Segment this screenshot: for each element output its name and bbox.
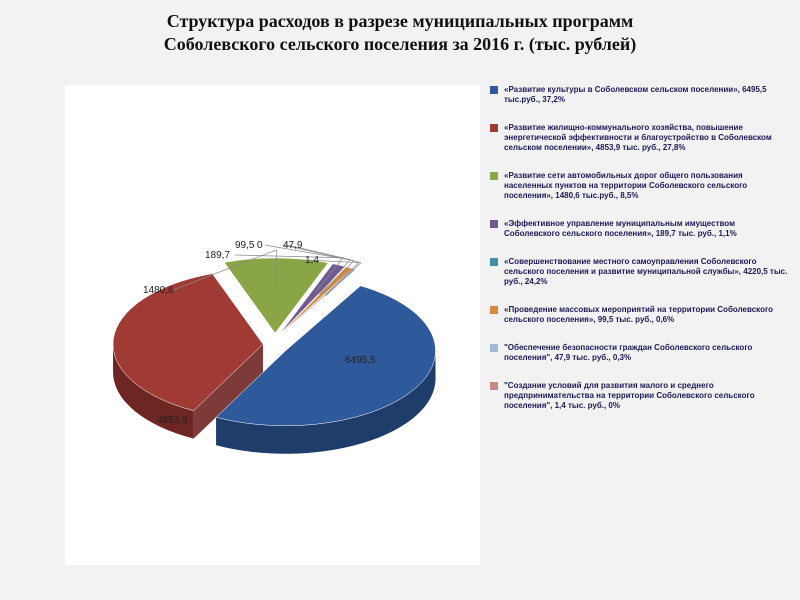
chart-title: Структура расходов в разрезе муниципальн… xyxy=(0,0,800,55)
data-label: 99,5 xyxy=(235,240,254,251)
legend-label: «Эффективное управление муниципальным им… xyxy=(504,219,790,239)
legend-label: "Создание условий для развития малого и … xyxy=(504,381,790,411)
data-label: 0 xyxy=(257,240,263,251)
legend-label: «Развитие жилищно-коммунального хозяйств… xyxy=(504,123,790,153)
legend-item: «Развитие культуры в Соболевском сельско… xyxy=(490,85,790,105)
data-label: 47,9 xyxy=(283,240,302,251)
legend-swatch xyxy=(490,344,498,352)
legend-swatch xyxy=(490,382,498,390)
title-line-2: Соболевского сельского поселения за 2016… xyxy=(164,34,637,54)
data-label: 1,4 xyxy=(305,255,319,266)
data-label: 6495,5 xyxy=(345,355,376,366)
data-label: 189,7 xyxy=(205,250,230,261)
legend-item: "Создание условий для развития малого и … xyxy=(490,381,790,411)
legend-swatch xyxy=(490,258,498,266)
legend-item: «Совершенствование местного самоуправлен… xyxy=(490,257,790,287)
data-label: 4853,9 xyxy=(157,415,188,426)
legend-item: "Обеспечение безопасности граждан Соболе… xyxy=(490,343,790,363)
legend-item: «Развитие сети автомобильных дорог общег… xyxy=(490,171,790,201)
legend-swatch xyxy=(490,172,498,180)
legend-swatch xyxy=(490,86,498,94)
legend-swatch xyxy=(490,220,498,228)
legend-label: «Развитие культуры в Соболевском сельско… xyxy=(504,85,790,105)
chart-area: 6495,5 4853,9 1480,6 189,7 099,5 47,91,4 xyxy=(65,85,480,565)
legend-label: «Проведение массовых мероприятий на терр… xyxy=(504,305,790,325)
legend-item: «Проведение массовых мероприятий на терр… xyxy=(490,305,790,325)
legend-label: «Совершенствование местного самоуправлен… xyxy=(504,257,790,287)
legend-item: «Развитие жилищно-коммунального хозяйств… xyxy=(490,123,790,153)
pie-3d-chart xyxy=(65,85,480,565)
legend-label: "Обеспечение безопасности граждан Соболе… xyxy=(504,343,790,363)
legend-swatch xyxy=(490,124,498,132)
legend-item: «Эффективное управление муниципальным им… xyxy=(490,219,790,239)
data-label: 1480,6 xyxy=(143,285,174,296)
legend-label: «Развитие сети автомобильных дорог общег… xyxy=(504,171,790,201)
title-line-1: Структура расходов в разрезе муниципальн… xyxy=(167,11,634,31)
legend-swatch xyxy=(490,306,498,314)
legend: «Развитие культуры в Соболевском сельско… xyxy=(490,85,790,429)
